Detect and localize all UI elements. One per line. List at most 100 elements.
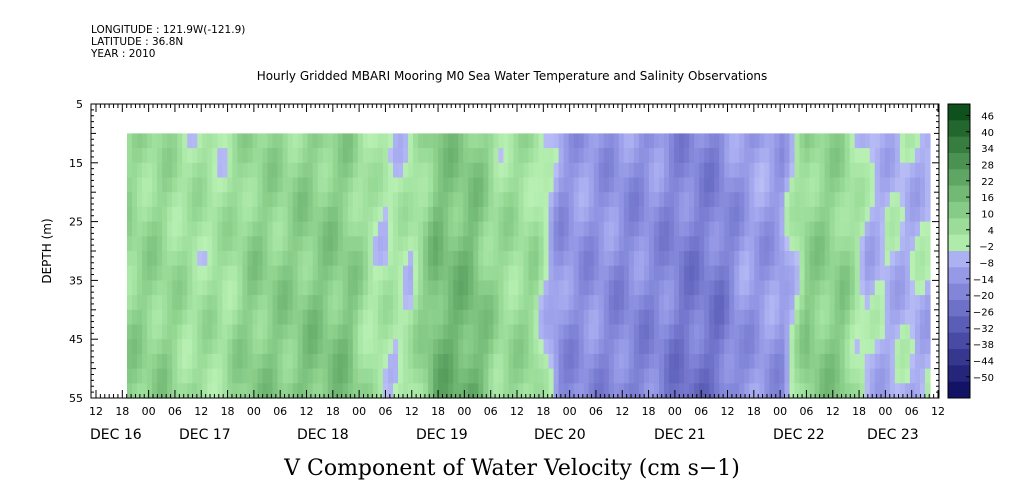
heatmap-cell [754,192,760,208]
heatmap-cell [819,353,826,370]
heatmap-cell [578,309,585,326]
heatmap-cell [458,177,464,193]
heatmap-cell [724,353,730,370]
x-hour-label: 06 [799,405,813,418]
heatmap-cell [864,133,871,149]
heatmap-cell [904,295,911,311]
heatmap-cell [608,236,615,252]
heatmap-cell [438,221,444,237]
heatmap-cell [879,353,886,370]
heatmap-cell [794,353,801,370]
heatmap-cell [347,221,354,237]
heatmap-cell [493,265,499,281]
heatmap-cell [894,206,901,223]
heatmap-cell [307,353,314,370]
heatmap-cell [558,280,565,296]
heatmap-cell [889,383,896,399]
heatmap-cell [357,265,364,281]
heatmap-cell [342,353,349,370]
heatmap-cell [658,339,665,355]
heatmap-cell [172,339,178,355]
heatmap-cell [719,324,725,340]
heatmap-cell [197,192,203,208]
heatmap-cell [859,133,866,149]
heatmap-cell [699,324,705,340]
heatmap-cell [653,324,660,340]
heatmap-cell [814,236,821,252]
heatmap-cell [232,324,239,340]
x-date-label: DEC 21 [654,427,706,443]
heatmap-cell [729,265,735,281]
heatmap-cell [483,353,489,370]
heatmap-cell [448,368,454,384]
heatmap-cell [839,251,846,267]
heatmap-cell [337,324,344,340]
heatmap-cell [744,133,750,149]
heatmap-cell [162,265,168,281]
heatmap-cell [739,383,745,399]
heatmap-cell [613,280,620,296]
heatmap-cell [212,265,218,281]
heatmap-cell [684,353,690,370]
heatmap-cell [914,221,921,237]
heatmap-cell [558,265,565,281]
heatmap-cell [463,206,469,223]
colorbar-swatch [948,349,970,366]
heatmap-cell [769,221,776,237]
heatmap-cell [292,206,299,223]
heatmap-cell [222,192,228,208]
heatmap-cell [914,324,921,340]
heatmap-cell [503,324,510,340]
x-hour-label: 00 [668,405,682,418]
heatmap-cell [453,339,459,355]
heatmap-cell [287,192,294,208]
heatmap-cell [237,383,244,399]
heatmap-cell [804,383,811,399]
heatmap-cell [824,339,831,355]
heatmap-cell [548,383,555,399]
heatmap-cell [729,221,735,237]
heatmap-cell [904,133,911,149]
heatmap-cell [568,177,575,193]
heatmap-cell [804,251,811,267]
heatmap-cell [774,265,781,281]
heatmap-cell [187,206,193,223]
heatmap-cell [473,148,479,164]
heatmap-cell [769,280,776,296]
heatmap-cell [533,148,540,164]
heatmap-cell [307,324,314,340]
heatmap-cell [127,251,133,267]
heatmap-cell [548,221,555,237]
heatmap-cell [739,206,745,223]
heatmap-cell [854,324,861,340]
heatmap-cell [618,192,625,208]
heatmap-cell [352,383,359,399]
heatmap-cell [207,236,213,252]
heatmap-cell [297,133,304,149]
heatmap-cell [523,368,530,384]
heatmap-cell [874,265,881,281]
heatmap-cell [814,295,821,311]
heatmap-cell [563,324,570,340]
heatmap-cell [322,383,329,399]
heatmap-cell [152,177,158,193]
heatmap-cell [578,236,585,252]
heatmap-cell [488,309,494,326]
heatmap-cell [453,236,459,252]
heatmap-cell [834,324,841,340]
heatmap-cell [337,353,344,370]
heatmap-cell [483,383,489,399]
heatmap-cell [237,339,244,355]
heatmap-cell [448,192,454,208]
heatmap-cell [744,280,750,296]
heatmap-cell [413,133,419,149]
heatmap-cell [709,236,715,252]
heatmap-cell [568,383,575,399]
heatmap-cell [167,148,173,164]
heatmap-cell [498,251,505,267]
heatmap-cell [172,353,178,370]
heatmap-cell [764,295,770,311]
heatmap-cell [227,192,233,208]
heatmap-cell [403,177,409,193]
heatmap-cell [804,295,811,311]
